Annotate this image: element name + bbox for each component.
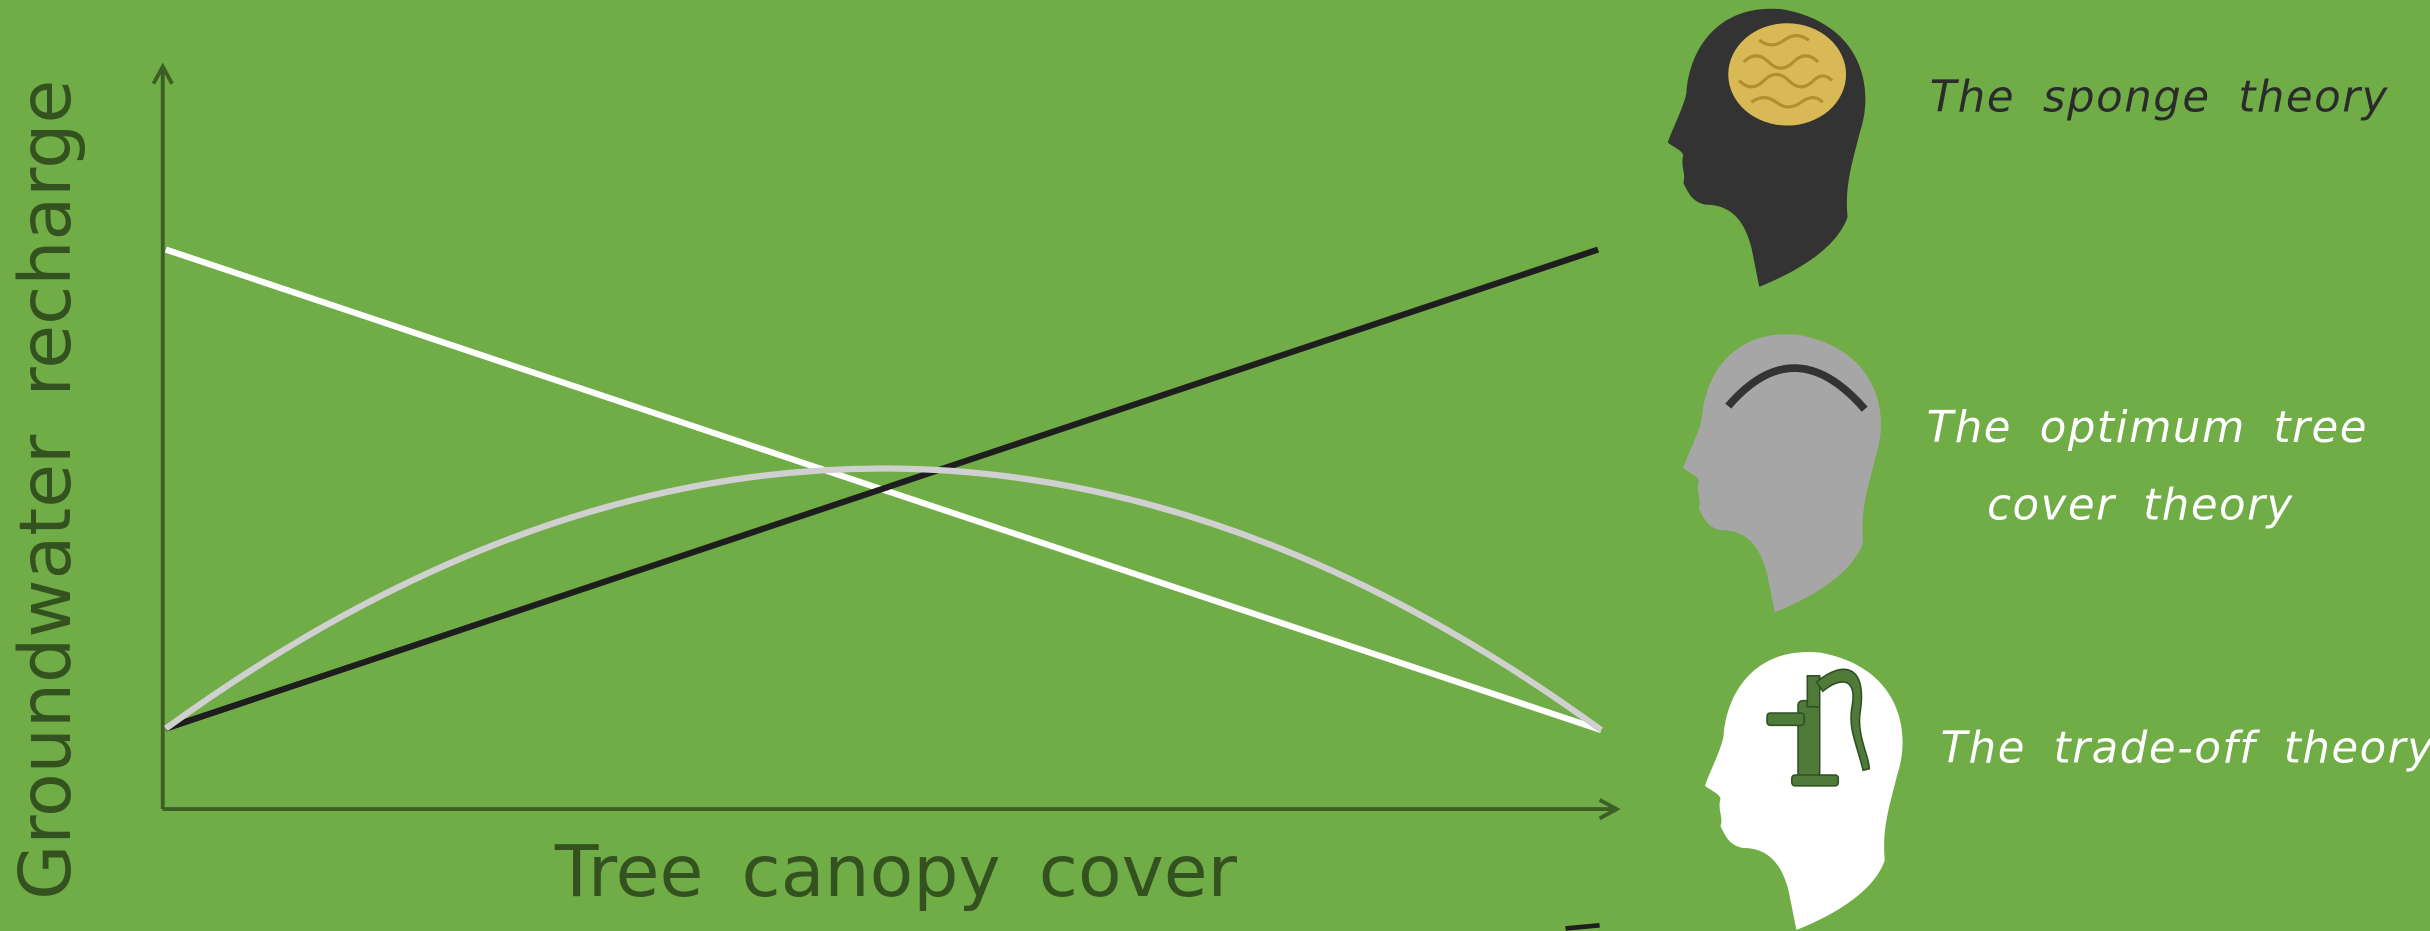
y-arrow <box>151 62 174 85</box>
sponge-line <box>164 246 1600 732</box>
line-fragment <box>1565 923 1600 931</box>
theory-label: The optimum tree <box>1927 403 2368 453</box>
optimum-curve <box>164 465 1603 733</box>
theory-label: cover theory <box>1987 480 2294 530</box>
arch-icon <box>1725 364 1868 412</box>
theory-label: The sponge theory <box>1930 73 2389 123</box>
axes <box>151 62 1621 821</box>
canvas: Tree canopy cover Groundwater recharge T… <box>4 8 2430 931</box>
sponge-texture <box>1738 34 1834 109</box>
theory-label: The trade-off theory <box>1941 724 2430 774</box>
x-axis-label: Tree canopy cover <box>554 830 1238 913</box>
pump-icon <box>1766 668 1871 787</box>
y-axis-label: Groundwater recharge <box>4 80 87 900</box>
x-arrow <box>1598 798 1621 821</box>
